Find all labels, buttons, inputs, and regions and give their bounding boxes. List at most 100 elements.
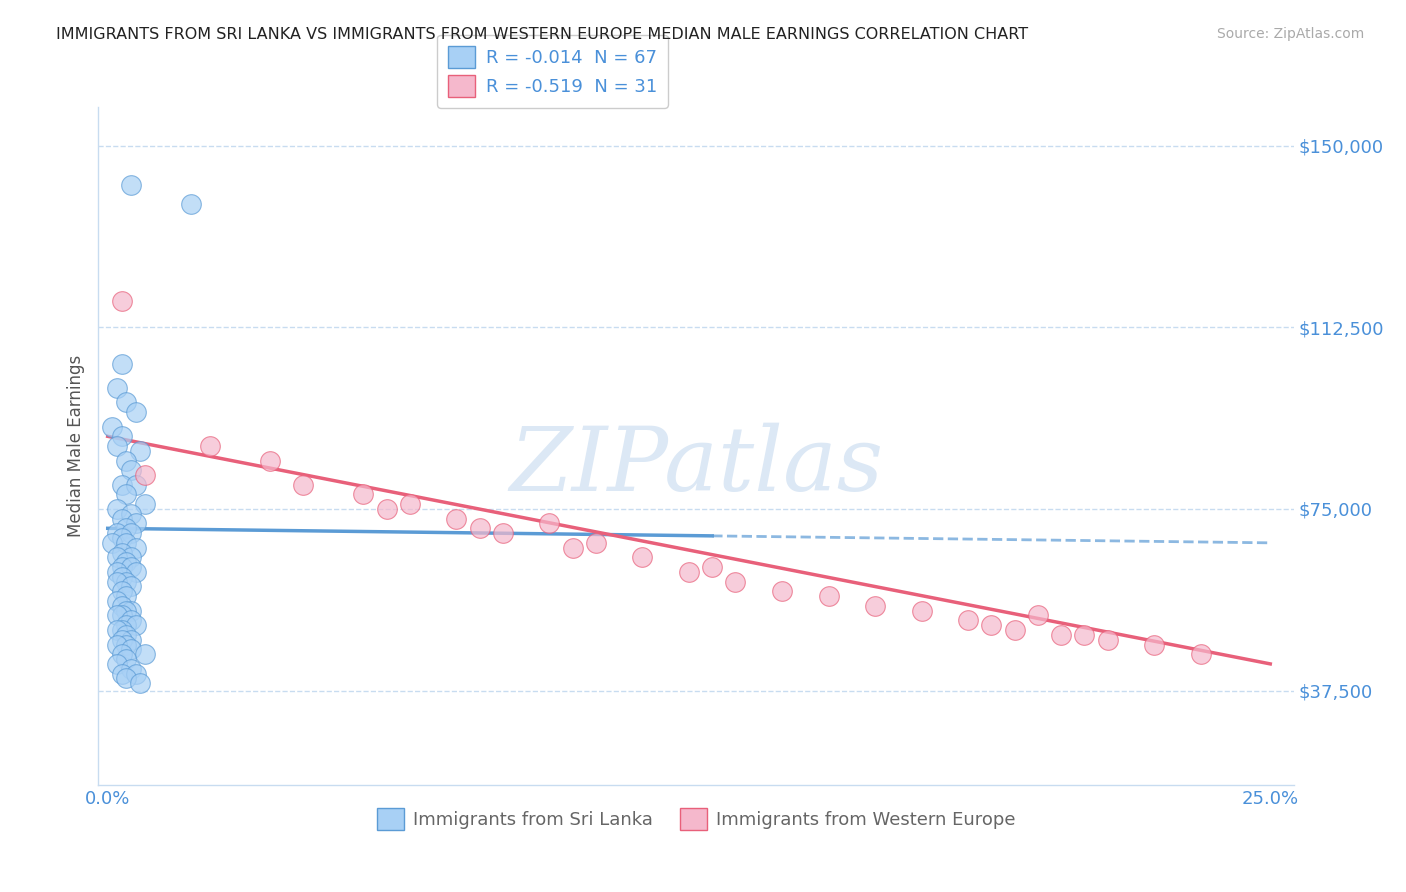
Point <box>105 638 128 652</box>
Point <box>111 666 134 681</box>
Point <box>129 676 152 690</box>
Point <box>124 565 146 579</box>
Point <box>115 638 138 652</box>
Point <box>1073 628 1095 642</box>
Point <box>120 507 142 521</box>
Point <box>105 623 128 637</box>
Point <box>115 618 138 632</box>
Point <box>101 419 124 434</box>
Point <box>375 502 398 516</box>
Point <box>124 618 146 632</box>
Point <box>115 521 138 535</box>
Point <box>101 536 124 550</box>
Point <box>910 604 932 618</box>
Point <box>105 574 128 589</box>
Point <box>115 487 138 501</box>
Point <box>120 526 142 541</box>
Point <box>956 613 979 627</box>
Point <box>111 531 134 545</box>
Point <box>770 584 793 599</box>
Point <box>817 589 839 603</box>
Point <box>111 560 134 574</box>
Point <box>120 178 142 192</box>
Point <box>111 632 134 647</box>
Point <box>115 628 138 642</box>
Point <box>111 357 134 371</box>
Point <box>724 574 747 589</box>
Point <box>115 672 138 686</box>
Legend: Immigrants from Sri Lanka, Immigrants from Western Europe: Immigrants from Sri Lanka, Immigrants fr… <box>370 800 1022 837</box>
Point <box>134 468 156 483</box>
Point <box>111 647 134 661</box>
Point <box>259 453 281 467</box>
Point <box>111 545 134 559</box>
Point <box>111 584 134 599</box>
Point <box>129 443 152 458</box>
Point <box>105 439 128 453</box>
Point <box>1097 632 1119 647</box>
Point <box>678 565 700 579</box>
Point <box>120 642 142 657</box>
Point <box>1143 638 1166 652</box>
Point <box>115 453 138 467</box>
Point <box>105 565 128 579</box>
Point <box>115 574 138 589</box>
Point <box>115 604 138 618</box>
Point <box>120 613 142 627</box>
Point <box>353 487 375 501</box>
Point <box>863 599 886 613</box>
Point <box>561 541 583 555</box>
Point <box>124 477 146 491</box>
Point <box>105 550 128 565</box>
Point <box>111 599 134 613</box>
Point <box>120 560 142 574</box>
Point <box>105 657 128 671</box>
Point <box>198 439 221 453</box>
Point <box>1189 647 1212 661</box>
Point <box>585 536 607 550</box>
Point <box>111 293 134 308</box>
Point <box>111 429 134 443</box>
Point <box>105 594 128 608</box>
Point <box>980 618 1002 632</box>
Point <box>115 589 138 603</box>
Text: Source: ZipAtlas.com: Source: ZipAtlas.com <box>1216 27 1364 41</box>
Point <box>1050 628 1073 642</box>
Point <box>120 550 142 565</box>
Point <box>702 560 724 574</box>
Point <box>631 550 654 565</box>
Point <box>446 511 468 525</box>
Point <box>180 197 202 211</box>
Text: ZIPatlas: ZIPatlas <box>509 423 883 509</box>
Point <box>120 463 142 477</box>
Point <box>111 477 134 491</box>
Point <box>538 516 561 531</box>
Point <box>468 521 491 535</box>
Point <box>105 526 128 541</box>
Point <box>115 536 138 550</box>
Point <box>105 381 128 395</box>
Point <box>115 555 138 569</box>
Point <box>115 652 138 666</box>
Point <box>111 608 134 623</box>
Point <box>124 541 146 555</box>
Point <box>124 666 146 681</box>
Point <box>111 511 134 525</box>
Point <box>134 647 156 661</box>
Y-axis label: Median Male Earnings: Median Male Earnings <box>66 355 84 537</box>
Point <box>124 516 146 531</box>
Point <box>124 405 146 419</box>
Point <box>492 526 515 541</box>
Point <box>120 632 142 647</box>
Point <box>1026 608 1049 623</box>
Point <box>111 623 134 637</box>
Point <box>120 604 142 618</box>
Point <box>115 395 138 409</box>
Point <box>399 497 422 511</box>
Point <box>111 570 134 584</box>
Text: IMMIGRANTS FROM SRI LANKA VS IMMIGRANTS FROM WESTERN EUROPE MEDIAN MALE EARNINGS: IMMIGRANTS FROM SRI LANKA VS IMMIGRANTS … <box>56 27 1028 42</box>
Point <box>134 497 156 511</box>
Point <box>120 579 142 593</box>
Point <box>292 477 315 491</box>
Point <box>1004 623 1026 637</box>
